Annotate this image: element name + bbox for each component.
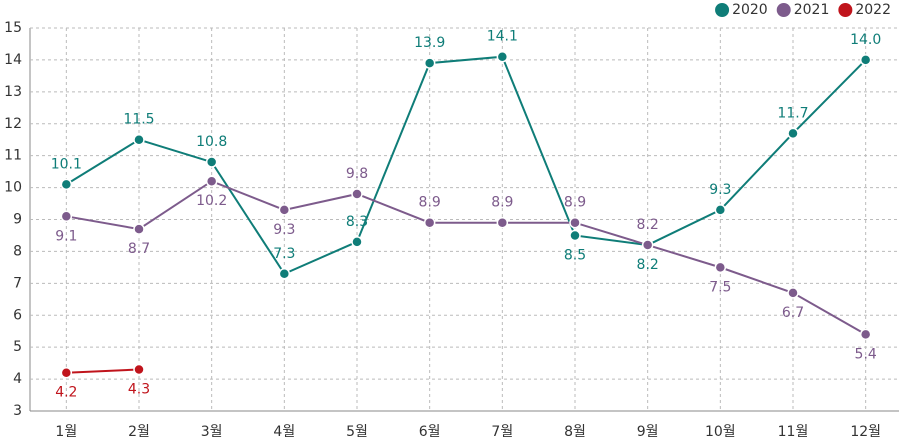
x-tick-label: 2월 bbox=[128, 424, 150, 440]
data-point bbox=[60, 366, 73, 379]
data-point bbox=[133, 133, 145, 146]
x-tick-label: 3월 bbox=[201, 424, 223, 440]
x-tick-label: 9월 bbox=[637, 424, 659, 440]
data-label: 9.1 bbox=[55, 228, 77, 244]
data-label: 4.2 bbox=[55, 385, 77, 401]
series-line bbox=[66, 180, 867, 336]
data-point bbox=[423, 57, 436, 69]
data-point bbox=[423, 216, 436, 229]
x-tick-label: 10월 bbox=[705, 424, 736, 440]
data-label: 9.8 bbox=[346, 166, 368, 182]
legend-marker bbox=[776, 3, 791, 17]
data-point bbox=[205, 175, 218, 187]
data-label: 11.5 bbox=[123, 112, 154, 128]
data-label: 8.7 bbox=[128, 241, 150, 257]
y-tick-label: 4 bbox=[13, 371, 22, 387]
data-point bbox=[496, 50, 509, 63]
y-tick-label: 3 bbox=[13, 403, 22, 419]
data-point bbox=[60, 210, 73, 223]
data-point bbox=[133, 223, 145, 235]
data-point bbox=[714, 204, 727, 216]
data-label: 4.3 bbox=[128, 382, 150, 398]
legend-label: 2021 bbox=[794, 2, 830, 18]
series-line bbox=[66, 368, 140, 374]
y-tick-label: 5 bbox=[13, 339, 22, 355]
data-label: 8.2 bbox=[637, 217, 659, 233]
data-point bbox=[569, 216, 581, 229]
data-point bbox=[859, 328, 872, 341]
y-tick-label: 12 bbox=[4, 116, 22, 132]
series-line bbox=[65, 55, 867, 276]
y-tick-label: 15 bbox=[4, 20, 22, 36]
y-tick-label: 8 bbox=[13, 243, 22, 259]
data-label: 8.5 bbox=[564, 247, 586, 263]
data-point bbox=[787, 287, 799, 299]
data-label: 11.7 bbox=[777, 105, 808, 121]
x-tick-label: 12월 bbox=[850, 424, 881, 440]
data-label: 10.2 bbox=[196, 193, 227, 209]
data-label: 5.4 bbox=[855, 346, 877, 362]
data-label: 13.9 bbox=[414, 35, 445, 51]
y-tick-label: 6 bbox=[13, 307, 22, 323]
x-tick-label: 6월 bbox=[419, 424, 441, 440]
data-label: 7.5 bbox=[709, 279, 731, 295]
data-label: 10.1 bbox=[51, 156, 82, 172]
data-point bbox=[714, 261, 727, 274]
data-label: 8.9 bbox=[564, 195, 586, 211]
x-tick-label: 5월 bbox=[346, 424, 368, 440]
legend-label: 2020 bbox=[732, 2, 768, 18]
legend-marker bbox=[838, 3, 853, 17]
data-label: 10.8 bbox=[196, 134, 227, 150]
y-tick-label: 10 bbox=[4, 180, 22, 196]
data-label: 8.9 bbox=[419, 195, 441, 211]
y-tick-label: 14 bbox=[4, 52, 22, 68]
data-point bbox=[859, 54, 872, 66]
x-tick-label: 1월 bbox=[55, 424, 77, 440]
data-point bbox=[278, 204, 291, 216]
data-label: 14.1 bbox=[487, 29, 518, 45]
data-label: 9.3 bbox=[709, 182, 731, 198]
y-tick-label: 13 bbox=[4, 84, 22, 100]
data-label: 8.2 bbox=[637, 257, 659, 273]
data-label: 14.0 bbox=[850, 32, 881, 48]
y-tick-label: 11 bbox=[4, 148, 22, 164]
data-point bbox=[351, 188, 363, 200]
data-point bbox=[569, 229, 581, 242]
y-tick-label: 7 bbox=[13, 275, 22, 291]
y-tick-label: 9 bbox=[13, 212, 22, 228]
data-point bbox=[641, 239, 654, 251]
x-tick-label: 7월 bbox=[491, 424, 513, 440]
data-point bbox=[133, 363, 145, 376]
x-tick-label: 8월 bbox=[564, 424, 586, 440]
data-point bbox=[496, 216, 509, 229]
data-label: 9.3 bbox=[273, 222, 295, 238]
data-label: 8.3 bbox=[346, 214, 368, 230]
x-tick-label: 4월 bbox=[273, 424, 295, 440]
data-point bbox=[787, 127, 799, 140]
x-tick-label: 11월 bbox=[778, 424, 809, 440]
data-point bbox=[278, 268, 291, 280]
data-label: 8.9 bbox=[491, 195, 513, 211]
data-label: 6.7 bbox=[782, 305, 804, 321]
data-point bbox=[351, 236, 363, 248]
data-point bbox=[60, 178, 73, 191]
data-point bbox=[205, 156, 218, 168]
legend-marker bbox=[715, 3, 730, 17]
legend-label: 2022 bbox=[855, 2, 891, 18]
data-label: 7.3 bbox=[273, 246, 295, 262]
